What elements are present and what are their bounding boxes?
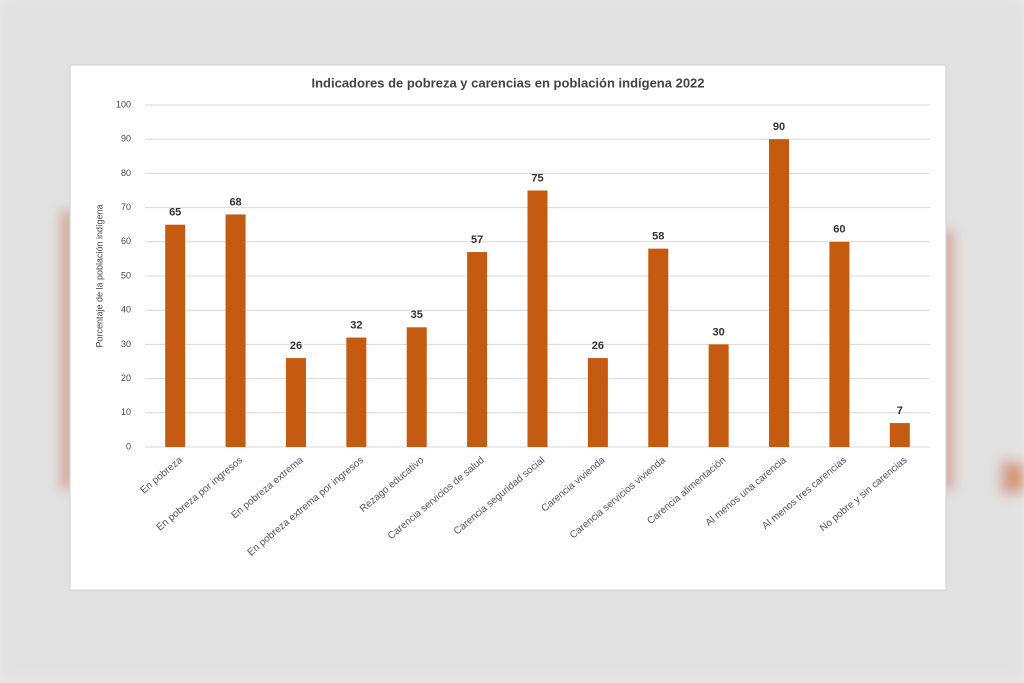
bar bbox=[889, 423, 910, 447]
bar bbox=[527, 190, 548, 447]
data-label: 90 bbox=[773, 121, 785, 133]
y-tick-label: 10 bbox=[121, 407, 131, 417]
data-label: 30 bbox=[713, 326, 725, 338]
bar bbox=[708, 344, 729, 447]
y-tick-label: 80 bbox=[121, 168, 131, 178]
y-tick-label: 40 bbox=[121, 305, 131, 315]
y-tick-label: 60 bbox=[121, 236, 131, 246]
y-tick-label: 50 bbox=[121, 270, 131, 280]
data-label: 7 bbox=[897, 405, 903, 417]
data-label: 75 bbox=[531, 172, 543, 184]
bar bbox=[648, 248, 669, 447]
data-label: 26 bbox=[290, 340, 302, 352]
data-label: 58 bbox=[652, 231, 664, 243]
bar bbox=[467, 252, 488, 447]
y-tick-label: 0 bbox=[126, 441, 131, 451]
bar bbox=[769, 139, 790, 447]
y-tick-label: 30 bbox=[121, 339, 131, 349]
bar bbox=[406, 327, 427, 447]
chart-card bbox=[69, 64, 947, 591]
data-label: 60 bbox=[833, 224, 845, 236]
bar bbox=[829, 241, 850, 447]
y-tick-label: 70 bbox=[121, 202, 131, 212]
bar bbox=[225, 214, 246, 447]
bar bbox=[165, 224, 186, 447]
y-tick-label: 20 bbox=[121, 373, 131, 383]
data-label: 32 bbox=[350, 319, 362, 331]
bar bbox=[587, 358, 608, 447]
data-label: 65 bbox=[169, 207, 181, 219]
y-tick-label: 90 bbox=[121, 134, 131, 144]
bar bbox=[346, 337, 367, 447]
y-tick-label: 100 bbox=[116, 99, 131, 109]
data-label: 68 bbox=[229, 196, 241, 208]
data-label: 35 bbox=[411, 309, 423, 321]
data-label: 26 bbox=[592, 340, 604, 352]
bar bbox=[285, 358, 306, 447]
chart-title: Indicadores de pobreza y carencias en po… bbox=[311, 75, 704, 90]
data-label: 57 bbox=[471, 234, 483, 246]
y-axis-label: Porcentaje de la población indígena bbox=[94, 204, 104, 347]
